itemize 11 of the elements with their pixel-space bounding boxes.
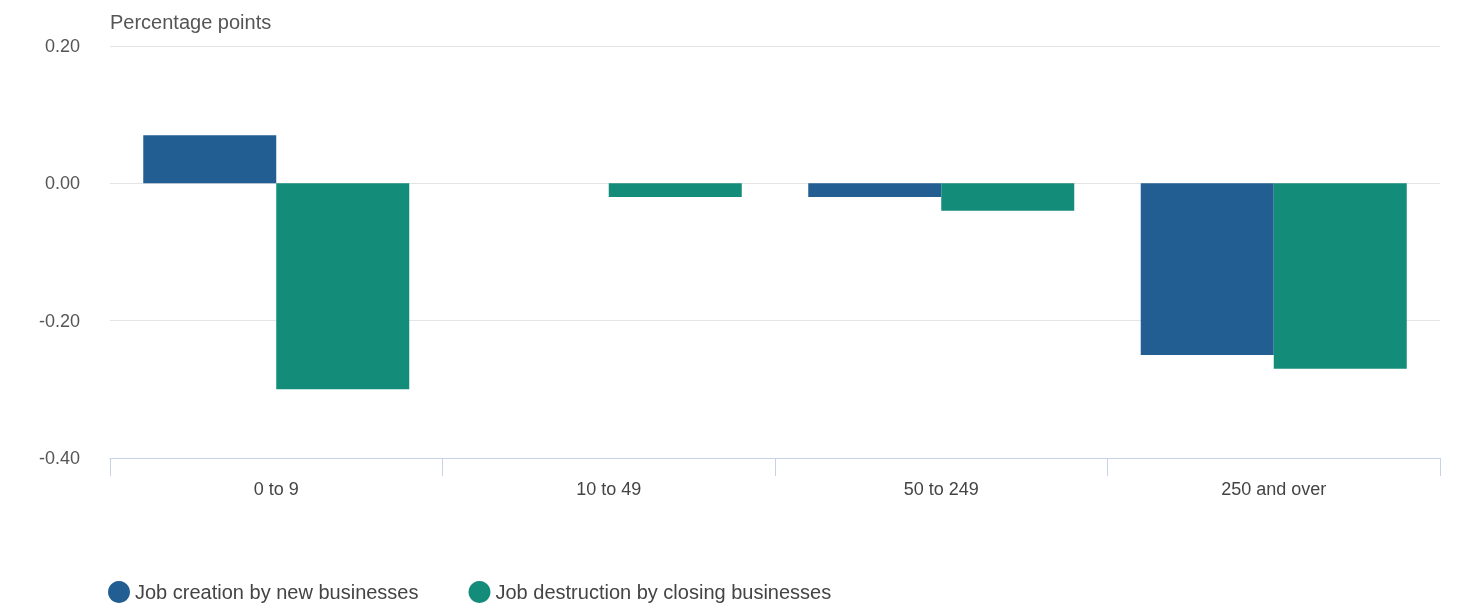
y-tick-label: 0.00 xyxy=(44,173,80,194)
x-tick-label: 250 and over xyxy=(1221,479,1327,499)
y-tick-label: 0.20 xyxy=(44,36,80,56)
legend-label: Job destruction by closing businesses xyxy=(495,581,832,603)
y-tick-label: -0.40 xyxy=(38,448,80,468)
x-tick-label: 50 to 249 xyxy=(903,479,979,499)
y-tick-label: -0.20 xyxy=(38,310,80,331)
legend-label: Job creation by new businesses xyxy=(135,581,419,603)
x-tick-label: 10 to 49 xyxy=(576,479,642,499)
y-axis-title: Percentage points xyxy=(110,11,272,33)
x-tick-label: 0 to 9 xyxy=(253,479,299,499)
